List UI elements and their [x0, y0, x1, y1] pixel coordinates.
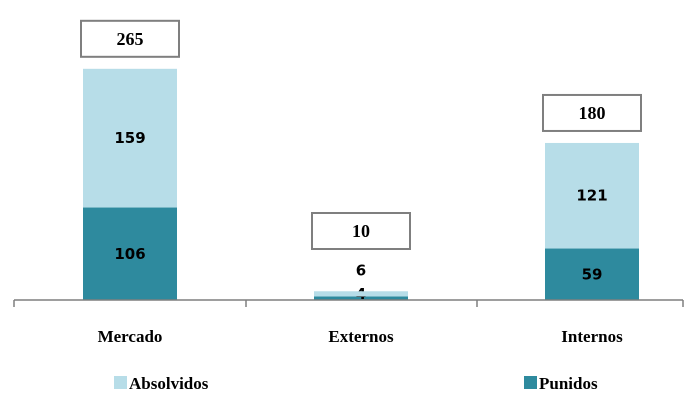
value-label-absolvidos-internos: 121 [576, 187, 607, 205]
bar-absolvidos-mercado [83, 68, 177, 208]
total-label-externos: 10 [352, 221, 370, 241]
bars-layer: 1061594659121 [83, 68, 639, 303]
category-label-internos: Internos [561, 327, 623, 346]
total-box-internos [542, 93, 642, 132]
category-label-externos: Externos [328, 327, 394, 346]
total-label-internos: 180 [579, 103, 606, 123]
legend: Absolvidos Punidos [114, 374, 598, 393]
x-axis [13, 299, 684, 307]
legend-swatch-absolvidos [114, 376, 127, 389]
bar-punidos-internos [545, 248, 639, 300]
category-label-mercado: Mercado [98, 327, 163, 346]
total-label-mercado: 265 [117, 29, 144, 49]
value-label-punidos-internos: 59 [582, 265, 603, 283]
value-label-absolvidos-mercado: 159 [114, 129, 145, 147]
legend-swatch-punidos [524, 376, 537, 389]
category-labels: Mercado Externos Internos [98, 327, 623, 346]
bar-absolvidos-externos [314, 291, 408, 297]
value-label-punidos-mercado: 106 [114, 245, 145, 263]
value-label-absolvidos-externos: 6 [356, 261, 366, 279]
bar-absolvidos-internos [545, 142, 639, 249]
total-box-mercado [80, 19, 180, 58]
legend-label-absolvidos: Absolvidos [129, 374, 209, 393]
bar-punidos-externos [314, 296, 408, 300]
legend-label-punidos: Punidos [539, 374, 598, 393]
bar-punidos-mercado [83, 207, 177, 300]
totals-layer: 265 10 180 [80, 19, 642, 250]
total-box-externos [311, 212, 411, 250]
